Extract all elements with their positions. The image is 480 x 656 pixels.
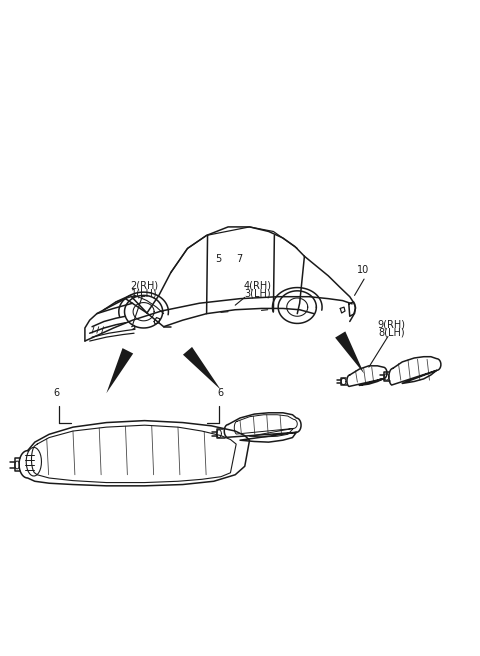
- Text: 6: 6: [54, 388, 60, 398]
- Text: 8(LH): 8(LH): [378, 328, 405, 338]
- Text: 9(RH): 9(RH): [378, 319, 406, 329]
- Text: 5: 5: [216, 254, 222, 264]
- Text: 10: 10: [357, 264, 369, 274]
- Text: 1(LH): 1(LH): [131, 289, 158, 298]
- Text: 4(RH): 4(RH): [243, 280, 271, 290]
- Text: 3(LH): 3(LH): [244, 289, 271, 298]
- Text: 7: 7: [236, 254, 242, 264]
- Text: 2(RH): 2(RH): [131, 280, 158, 290]
- Polygon shape: [183, 347, 221, 390]
- Text: 6: 6: [217, 388, 223, 398]
- Polygon shape: [335, 331, 364, 374]
- Polygon shape: [107, 348, 133, 393]
